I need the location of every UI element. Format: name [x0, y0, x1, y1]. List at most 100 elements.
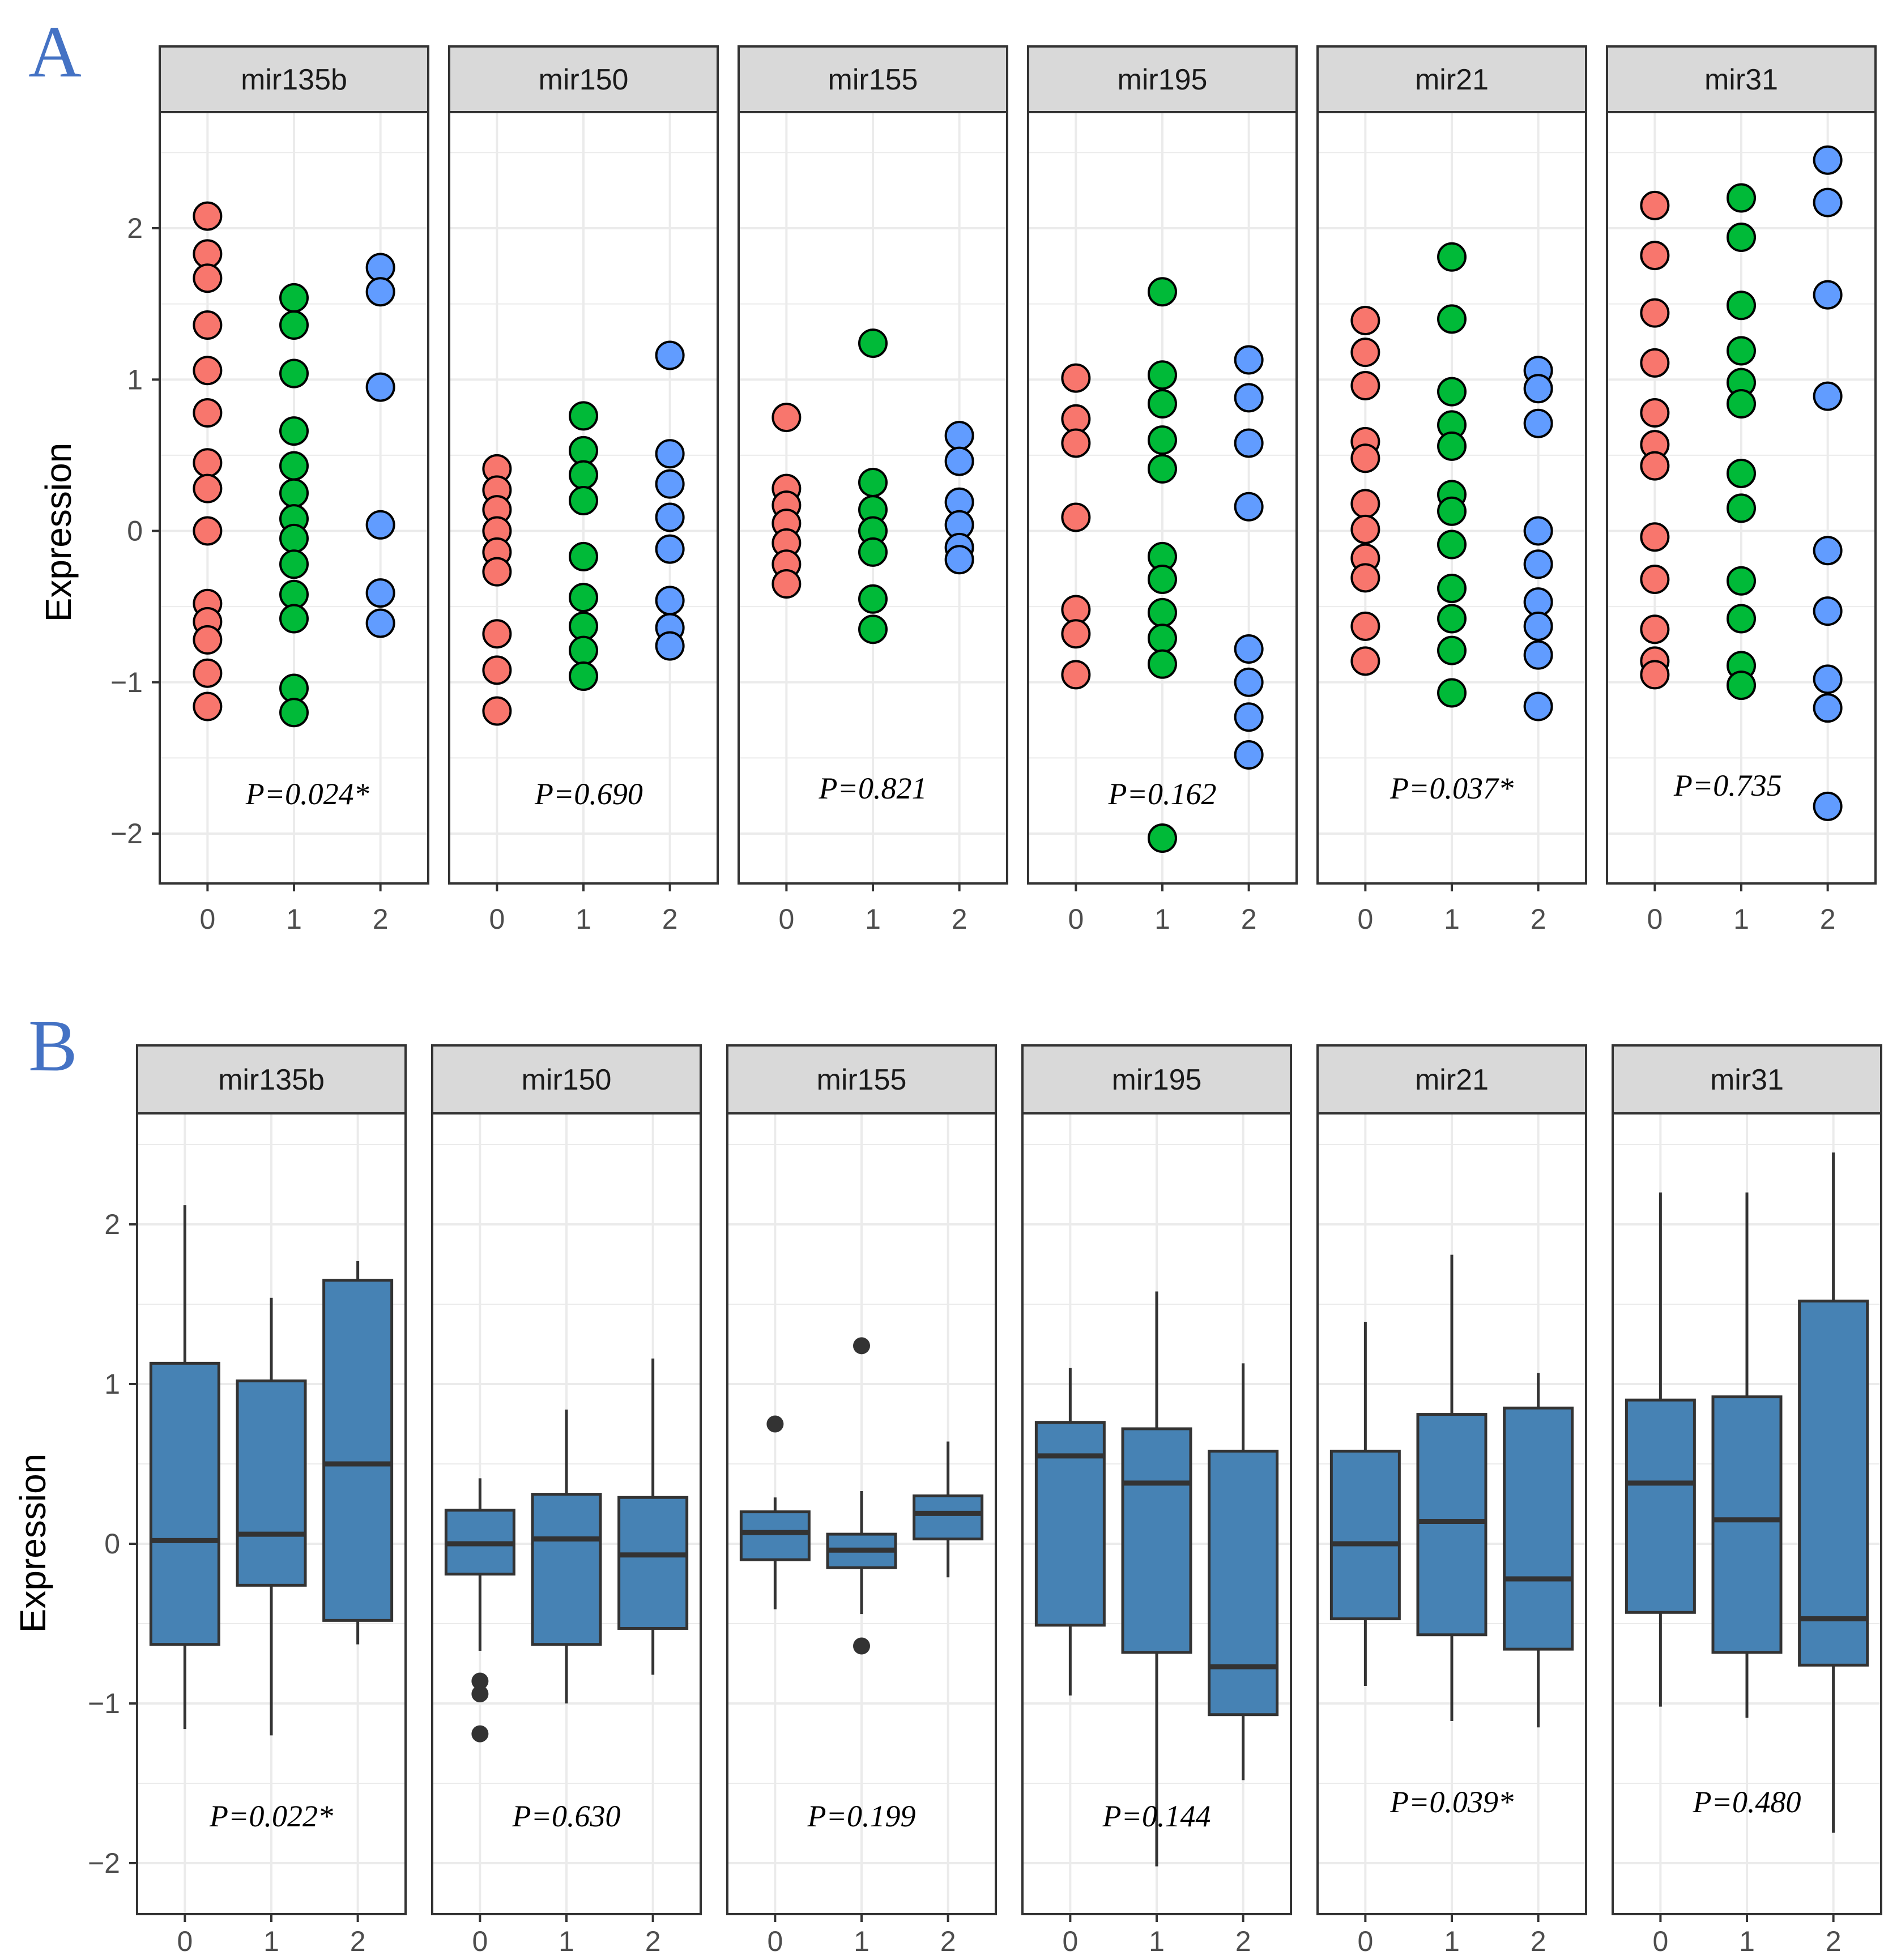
facet-title: mir135b [241, 63, 347, 96]
x-tick-label: 1 [286, 903, 302, 935]
data-point-group-1 [1437, 574, 1467, 604]
panel-a-y-axis: −2 −1 0 1 2 [110, 212, 160, 849]
data-point-group-0 [193, 625, 223, 655]
facet-title: mir155 [828, 63, 918, 96]
data-point-group-1 [1727, 183, 1756, 213]
data-point-group-0 [1061, 363, 1091, 393]
x-tick-label: 2 [940, 1925, 956, 1957]
data-point-group-0 [482, 696, 512, 726]
facet-strip [1606, 45, 1877, 113]
data-point-group-2 [1523, 611, 1553, 641]
data-point-group-0 [1640, 190, 1670, 220]
data-point-group-0 [193, 398, 223, 428]
box-body [322, 1279, 394, 1622]
box-body [1329, 1449, 1401, 1621]
box-outlier [853, 1337, 870, 1355]
facet-mir21: mir21 0 1 2 P=0.037* [1316, 45, 1587, 935]
data-point-group-2 [1234, 492, 1264, 522]
box-body [149, 1361, 220, 1646]
data-point-group-2 [1234, 383, 1264, 413]
data-point-group-0 [1350, 514, 1380, 544]
panel-b-ylabel: Expression [12, 1454, 53, 1633]
data-point-group-2 [1523, 408, 1553, 438]
box-body [1034, 1421, 1106, 1627]
data-point-group-0 [1640, 241, 1670, 271]
box-outlier [766, 1415, 784, 1433]
box-body [531, 1493, 602, 1646]
data-point-group-1 [279, 283, 309, 313]
data-point-group-0 [193, 473, 223, 503]
data-point-group-1 [279, 698, 309, 728]
box-body [1121, 1427, 1192, 1654]
x-tick-label: 2 [350, 1925, 366, 1957]
data-point-group-1 [858, 328, 888, 358]
x-tick-label: 1 [1733, 903, 1749, 935]
data-point-group-1 [1727, 671, 1756, 701]
box-body [913, 1494, 984, 1541]
data-point-group-1 [569, 541, 598, 571]
panel-a-ylabel: Expression [38, 443, 79, 622]
facet-strip [1316, 1044, 1587, 1114]
data-point-group-2 [655, 502, 685, 532]
y-tick-label: 2 [104, 1209, 120, 1240]
data-point-group-1 [1727, 604, 1756, 634]
x-tick-label: 0 [199, 903, 215, 935]
p-value-label: P=0.690 [534, 777, 643, 811]
data-point-group-2 [365, 578, 395, 608]
x-tick-label: 0 [1068, 903, 1084, 935]
x-tick-label: 1 [1444, 903, 1460, 935]
data-point-group-1 [1148, 565, 1177, 595]
data-point-group-2 [1523, 640, 1553, 670]
x-tick-label: 1 [1444, 1925, 1460, 1957]
x-tick-label: 1 [1149, 1925, 1165, 1957]
data-point-group-0 [1640, 614, 1670, 644]
facet-title: mir155 [817, 1064, 907, 1096]
data-point-group-1 [279, 451, 309, 481]
data-point-group-1 [1148, 454, 1177, 484]
facet-title: mir31 [1710, 1064, 1784, 1096]
facet-strip [1612, 1044, 1882, 1114]
data-point-group-2 [1813, 381, 1843, 411]
data-point-group-0 [1350, 306, 1380, 336]
data-point-group-1 [279, 523, 309, 553]
data-point-group-2 [944, 446, 974, 476]
x-tick-label: 0 [767, 1925, 783, 1957]
box-body [236, 1379, 307, 1587]
x-tick-label: 2 [1531, 1925, 1546, 1957]
facet-mir135b: mir135b 0 1 2 P=0.022* [136, 1044, 407, 1957]
data-point-group-2 [1234, 345, 1264, 375]
data-point-group-1 [858, 614, 888, 644]
data-point-group-0 [482, 557, 512, 587]
data-point-group-0 [1061, 502, 1091, 532]
data-point-group-0 [193, 691, 223, 721]
data-point-group-0 [193, 658, 223, 688]
x-tick-label: 1 [559, 1925, 574, 1957]
data-point-group-0 [1640, 522, 1670, 552]
data-point-group-2 [1813, 145, 1843, 175]
data-point-group-1 [1148, 277, 1177, 307]
facet-title: mir150 [522, 1064, 612, 1096]
data-point-group-2 [655, 469, 685, 499]
x-tick-label: 2 [1241, 903, 1257, 935]
data-point-group-2 [1813, 693, 1843, 723]
x-tick-label: 0 [489, 903, 505, 935]
data-point-group-0 [1350, 646, 1380, 676]
data-point-group-0 [772, 569, 802, 599]
facet-title: mir21 [1415, 63, 1489, 96]
data-point-group-1 [1148, 649, 1177, 679]
data-point-group-1 [1148, 360, 1177, 390]
x-tick-label: 2 [1235, 1925, 1251, 1957]
data-point-group-1 [1727, 389, 1756, 419]
data-point-group-0 [1350, 338, 1380, 368]
data-point-group-1 [1727, 291, 1756, 321]
panel-b-y-axis: −2 −1 0 1 2 [88, 1209, 137, 1879]
data-point-group-2 [1234, 428, 1264, 458]
data-point-group-2 [365, 277, 395, 307]
data-point-group-1 [1437, 604, 1467, 634]
data-point-group-1 [569, 486, 598, 516]
p-value-label: P=0.821 [819, 771, 927, 805]
data-point-group-1 [858, 467, 888, 497]
facet-strip [1027, 45, 1298, 113]
